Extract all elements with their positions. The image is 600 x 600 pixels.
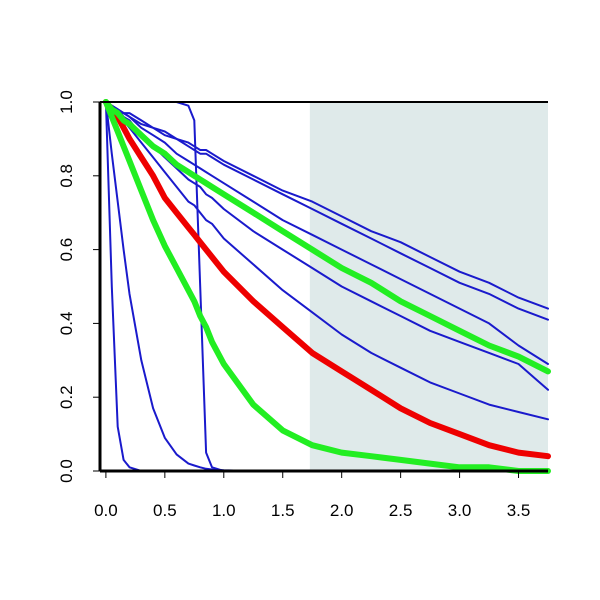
y-tick-label-2: 0.4 (57, 312, 76, 336)
x-tick-label-1: 0.5 (153, 501, 177, 520)
x-tick-label-6: 3.0 (448, 501, 472, 520)
series-line-green-9 (102, 99, 551, 474)
y-tick-label-1: 0.2 (57, 385, 76, 409)
series-line-blue-4 (104, 101, 549, 310)
series-line-blue-0 (104, 101, 549, 421)
series-line-red-8 (102, 99, 551, 460)
series-line-blue-3 (104, 101, 549, 321)
y-tick-label-4: 0.8 (57, 164, 76, 188)
x-tick-label-7: 3.5 (507, 501, 531, 520)
x-tick-label-2: 1.0 (212, 501, 236, 520)
y-tick-label-3: 0.6 (57, 238, 76, 262)
x-tick-label-4: 2.0 (330, 501, 354, 520)
x-tick-label-3: 1.5 (271, 501, 295, 520)
x-tick-label-0: 0.0 (94, 501, 118, 520)
shaded-region (309, 102, 548, 471)
y-tick-label-0: 0.0 (57, 459, 76, 483)
x-tick-label-5: 2.5 (389, 501, 413, 520)
y-tick-label-5: 1.0 (57, 90, 76, 114)
series-line-green-10 (102, 99, 551, 375)
